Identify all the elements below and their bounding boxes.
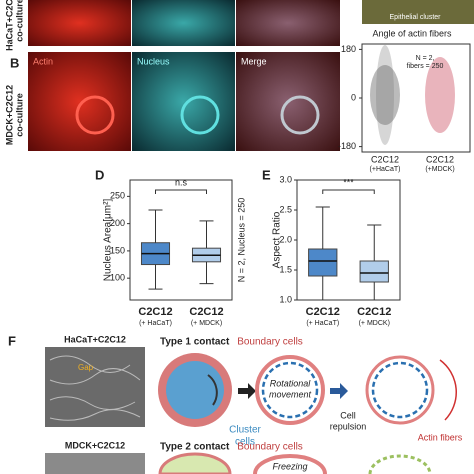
significance: n.s (175, 177, 188, 187)
image-actin (28, 52, 131, 151)
panel-letter: D (95, 167, 104, 182)
image-merge-a (236, 0, 340, 46)
cluster-shape (158, 452, 232, 474)
y-tick-label: 0 (351, 92, 356, 102)
angle-chart: Angle of actin fibers N = 2, fibers = 25… (361, 28, 471, 153)
image-actin-a (28, 0, 131, 46)
micrograph (45, 453, 145, 474)
panel-letter: B (10, 55, 19, 70)
image-nucleus-a (132, 0, 235, 46)
image-title: MDCK+C2C12 (65, 440, 125, 450)
image-label: Actin (33, 56, 53, 66)
label: cells (235, 437, 255, 448)
texture (280, 95, 320, 135)
annotation: N = 2, (416, 55, 435, 62)
label: Freezing (272, 461, 307, 471)
panel-f: F HaCaT+C2C12 Gap MDCK+C2C12 Type 1 cont… (8, 333, 474, 474)
y-tick-label: 100 (110, 273, 125, 283)
row-label: HaCaT+C2C12 (4, 0, 14, 51)
y-axis-label: Nucleus Area[μm²] (103, 199, 114, 282)
significance-bracket (322, 189, 375, 194)
texture (180, 95, 220, 135)
label: Cluster (229, 425, 261, 436)
actin-fibers (439, 359, 457, 421)
box (359, 260, 389, 283)
label: repulsion (330, 421, 367, 431)
x-tick-label: (+ HaCaT) (139, 320, 172, 327)
x-tick-label: C2C12 (306, 306, 340, 318)
x-tick-label: C2C12 (138, 306, 172, 318)
type-label: Type 1 contact (160, 337, 230, 348)
swarm (425, 57, 455, 133)
significance-bracket (155, 189, 207, 194)
x-tick-label: C2C12 (426, 154, 454, 164)
row-label: MDCK+C2C12 (4, 85, 14, 145)
x-tick-label: (+ MDCK) (191, 320, 222, 327)
image-nucleus (132, 52, 235, 151)
y-tick-label: 200 (110, 218, 125, 228)
panel-letter: E (262, 167, 271, 182)
x-tick-label: (+ HaCaT) (306, 320, 339, 327)
boundary-ring (255, 355, 325, 425)
y-tick-label: 1.5 (279, 264, 292, 274)
texture (49, 355, 141, 421)
box (308, 248, 338, 277)
cluster-ring (261, 361, 319, 419)
y-axis-label: Aspect Ratio (272, 211, 283, 268)
y-tick-label: 250 (110, 191, 125, 201)
x-tick-label: (+ MDCK) (359, 320, 390, 327)
cluster-core (166, 361, 224, 419)
plot-frame (129, 179, 233, 301)
micrograph (45, 347, 145, 427)
label: Rotational (270, 378, 312, 388)
inset-image (362, 0, 474, 24)
gap-label: Gap (78, 363, 94, 372)
y-tick-label: 2.5 (279, 204, 292, 214)
x-tick-label: (+HaCaT) (370, 166, 401, 173)
boundary-ring (365, 355, 435, 425)
image-label: Nucleus (137, 56, 170, 66)
image-title: HaCaT+C2C12 (64, 334, 126, 344)
inset-label: Epithelial cluster (390, 14, 442, 21)
cluster-ring (368, 454, 432, 474)
arrow (238, 383, 256, 399)
panel-a: HaCaT+C2C12 co-culture Epithelial cluste… (4, 0, 474, 51)
label: Boundary cells (237, 442, 303, 453)
row-label: co-culture (14, 93, 24, 137)
label: Actin fibers (418, 432, 463, 442)
y-tick-label: -180 (338, 141, 356, 151)
x-tick-label: C2C12 (357, 306, 391, 318)
swarm (376, 45, 394, 145)
panel-letter: F (8, 333, 16, 348)
significance: *** (343, 177, 354, 187)
arrow (207, 374, 218, 406)
annotation: N = 2, Nucleus = 250 (236, 198, 246, 283)
cluster-ring (371, 361, 429, 419)
image-label: Merge (241, 56, 267, 66)
x-tick-label: C2C12 (371, 154, 399, 164)
type-label: Type 2 contact (160, 442, 230, 453)
boundary-ring (253, 454, 327, 474)
arrow (330, 383, 348, 399)
annotation: fibers = 250 (407, 63, 444, 70)
x-tick-label: C2C12 (189, 306, 223, 318)
swarm (370, 65, 400, 125)
y-tick-label: 150 (110, 245, 125, 255)
panel-b: B Actin Nucleus Merge MDCK+C2C12 co-cult… (4, 52, 340, 151)
row-label: co-culture (14, 0, 24, 42)
label: Cell (340, 410, 356, 420)
y-tick-label: 1.0 (279, 294, 292, 304)
texture (75, 95, 115, 135)
chart-title: Angle of actin fibers (372, 28, 452, 38)
y-tick-label: 3.0 (279, 174, 292, 184)
y-tick-label: 180 (341, 44, 356, 54)
label: movement (269, 389, 312, 399)
y-tick-label: 2.0 (279, 234, 292, 244)
label: Boundary cells (237, 337, 303, 348)
x-tick-label: (+MDCK) (425, 166, 454, 173)
